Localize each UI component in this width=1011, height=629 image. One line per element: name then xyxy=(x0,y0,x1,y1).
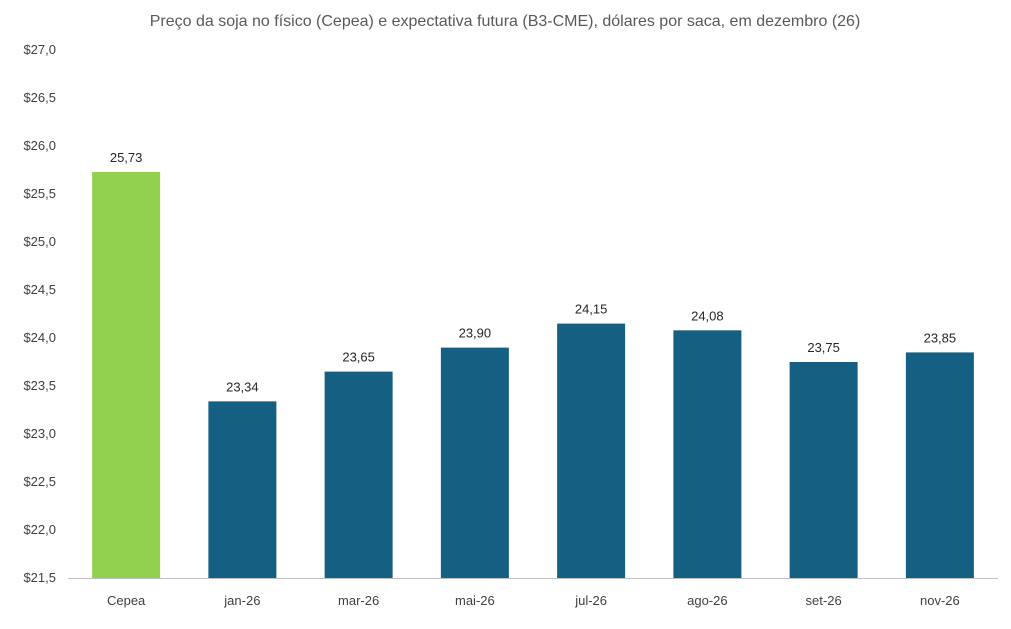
bar-nov-26 xyxy=(905,352,974,578)
y-axis: $21,5 $22,0 $22,5 $23,0 $23,5 $24,0 $24,5 $25,0… xyxy=(23,42,56,585)
y-tick-label: $25,0 xyxy=(23,234,56,249)
x-tick-label-set-26: set-26 xyxy=(806,593,842,608)
data-label-cepea: 25,73 xyxy=(110,150,143,165)
x-tick-label-jul-26: jul-26 xyxy=(574,593,607,608)
data-label-jul-26: 24,15 xyxy=(575,302,608,317)
y-tick-label: $22,0 xyxy=(23,522,56,537)
x-tick-label-mai-26: mai-26 xyxy=(455,593,495,608)
data-label-mai-26: 23,90 xyxy=(459,326,492,341)
x-tick-label-cepea: Cepea xyxy=(107,593,146,608)
data-label-jan-26: 23,34 xyxy=(226,379,259,394)
data-label-set-26: 23,75 xyxy=(807,340,840,355)
x-tick-label-nov-26: nov-26 xyxy=(920,593,960,608)
y-tick-label: $24,5 xyxy=(23,282,56,297)
y-tick-label: $27,0 xyxy=(23,42,56,57)
x-tick-label-jan-26: jan-26 xyxy=(223,593,260,608)
y-tick-label: $26,0 xyxy=(23,138,56,153)
y-tick-label: $26,5 xyxy=(23,90,56,105)
data-label-nov-26: 23,85 xyxy=(924,330,957,345)
x-tick-label-ago-26: ago-26 xyxy=(687,593,727,608)
bar-mar-26 xyxy=(324,371,393,578)
data-label-ago-26: 24,08 xyxy=(691,308,724,323)
y-tick-label: $25,5 xyxy=(23,186,56,201)
bar-ago-26 xyxy=(673,330,742,578)
bar-mai-26 xyxy=(440,347,509,578)
y-tick-label: $21,5 xyxy=(23,570,56,585)
chart-title: Preço da soja no físico (Cepea) e expect… xyxy=(150,13,861,30)
y-tick-label: $22,5 xyxy=(23,474,56,489)
data-labels: 25,73 23,34 23,65 23,90 24,15 24,08 23,75 23,85 xyxy=(110,150,956,394)
bar-jan-26 xyxy=(208,401,277,578)
bars xyxy=(92,171,974,579)
y-tick-label: $24,0 xyxy=(23,330,56,345)
y-tick-label: $23,0 xyxy=(23,426,56,441)
bar-cepea xyxy=(92,171,161,579)
data-label-mar-26: 23,65 xyxy=(342,350,375,365)
x-axis: Cepea jan-26 mar-26 mai-26 jul-26 ago-26 set-2… xyxy=(68,578,998,608)
bar-jul-26 xyxy=(557,323,626,578)
y-tick-label: $23,5 xyxy=(23,378,56,393)
bar-set-26 xyxy=(789,362,858,578)
x-tick-label-mar-26: mar-26 xyxy=(338,593,379,608)
